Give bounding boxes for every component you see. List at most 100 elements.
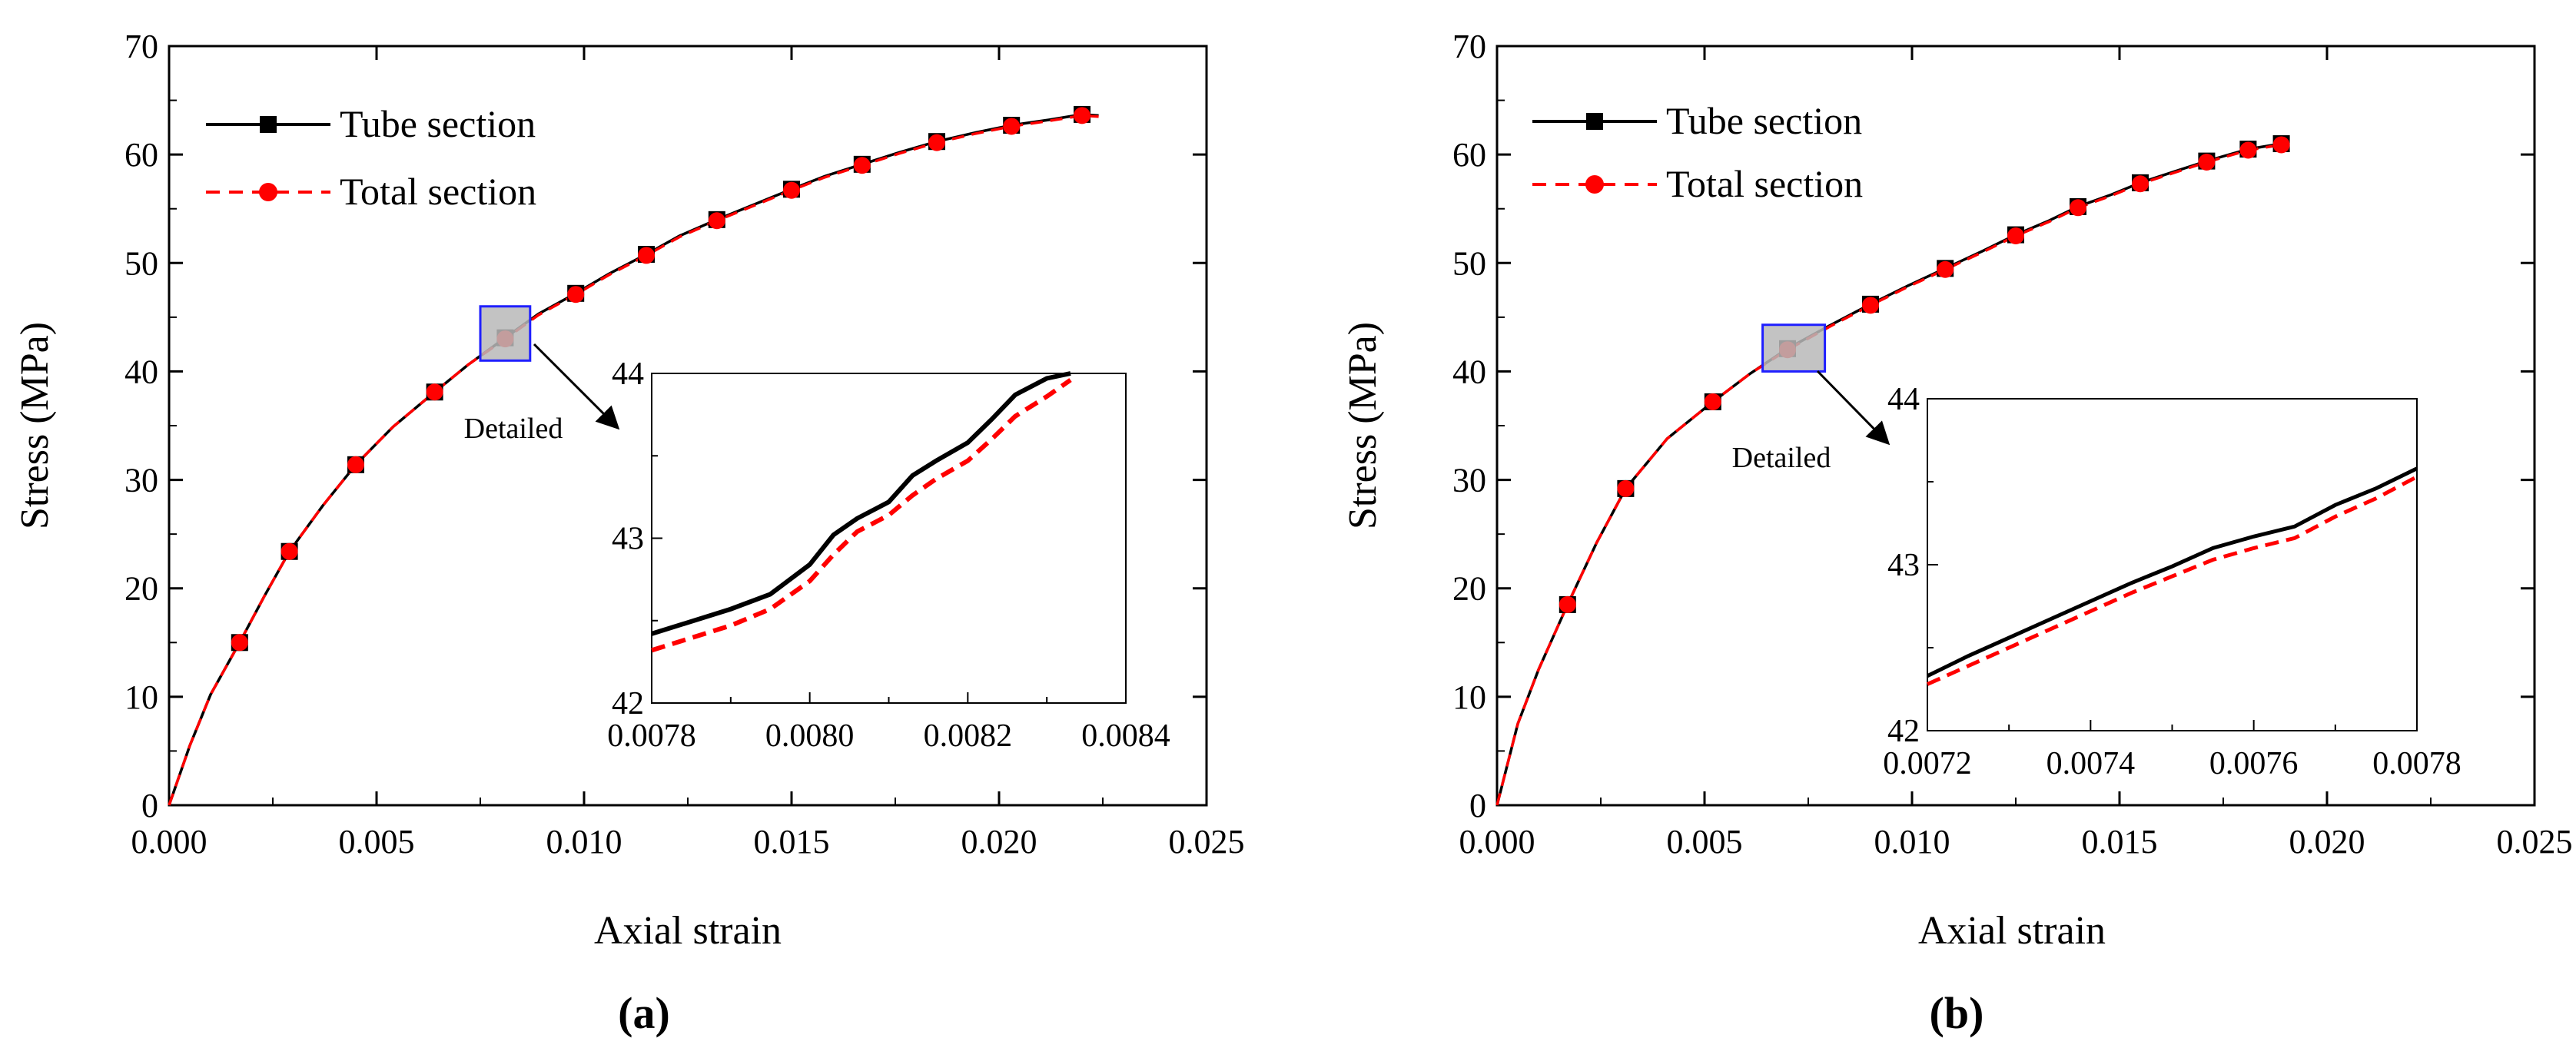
panel-b-x-tick-label-0: 0.000 [1459, 823, 1535, 861]
panel-b-x-tick-labels: 0.000 0.005 0.010 0.015 0.020 0.025 [1459, 823, 2573, 861]
panel-a-inset-x-tick-label-3: 0.0084 [1081, 718, 1170, 754]
panel-b-legend: Tube section Total section [1532, 99, 1863, 205]
panel-b-legend-tube-label: Tube section [1666, 99, 1862, 142]
panel-b-series-tube-section-line [1495, 142, 2282, 806]
panel-a-x-tick-label-1: 0.005 [339, 823, 415, 861]
panel-b-y-tick-label-0: 0 [1469, 787, 1486, 824]
panel-a-total-marker-7 [708, 212, 725, 230]
panel-b-inset-x-tick-label-1: 0.0074 [2047, 746, 2136, 781]
panel-a-x-tick-label-5: 0.025 [1169, 823, 1245, 861]
panel-a-y-ticks [169, 45, 1207, 807]
panel-b-y-tick-label-3: 30 [1452, 462, 1486, 499]
panel-b-y-tick-label-5: 50 [1452, 244, 1486, 282]
panel-a-legend-total-label: Total section [340, 170, 536, 213]
panel-a-total-marker-2 [347, 456, 364, 473]
panel-a-y-tick-label-2: 20 [124, 570, 158, 608]
panel-b-y-axis-label: Stress (MPa) [1341, 322, 1385, 529]
panel-a-total-marker-5 [567, 286, 585, 303]
panel-a-inset-x-tick-label-2: 0.0082 [924, 718, 1013, 754]
panel-a-x-axis-label: Axial strain [594, 909, 782, 953]
panel-a-legend-tube-marker [260, 116, 277, 133]
panel-a-y-tick-label-7: 70 [124, 28, 158, 65]
panel-b-detail-arrow [1816, 370, 1891, 446]
panel-b-inset-tube-section-line [1926, 466, 2418, 678]
panel-a-y-tick-labels: 0 10 20 30 40 50 60 70 [124, 28, 158, 824]
panel-a-detail-label: Detailed [464, 413, 563, 445]
panel-a-inset-y-tick-label-1: 43 [612, 522, 644, 557]
panel-b-inset-y-tick-label-2: 44 [1887, 382, 1920, 417]
panel-a-total-marker-11 [1003, 118, 1021, 135]
panel-a-total-marker-3 [426, 383, 443, 401]
panel-a-y-tick-label-3: 30 [124, 462, 158, 499]
panel-a-inset-y-ticks [652, 373, 662, 704]
panel-a-label: (a) [618, 988, 670, 1038]
panel-a-legend: Tube section Total section [206, 102, 536, 213]
panel-b-inset-x-ticks [1927, 720, 2418, 731]
panel-b-inset: 0.0072 0.0074 0.0076 0.0078 42 43 44 [1883, 382, 2461, 781]
panel-b-total-marker-6 [2007, 227, 2024, 244]
panel-a-y-tick-label-6: 60 [124, 136, 158, 174]
panel-b-total-marker-4 [1862, 297, 1879, 314]
panel-b-inset-y-ticks [1927, 398, 1938, 731]
panel-a-total-marker-12 [1074, 107, 1090, 124]
panel-b-total-marker-11 [2272, 136, 2290, 154]
panel-b: 0.000 0.005 0.010 0.015 0.020 0.025 0 10… [1341, 28, 2573, 1038]
panel-b-label: (b) [1930, 988, 1984, 1038]
panel-b-total-marker-5 [1937, 260, 1954, 278]
panel-a-inset-y-tick-label-0: 42 [612, 686, 644, 721]
panel-a-y-axis-label: Stress (MPa) [13, 322, 57, 529]
panel-b-series-tube-section-markers [1559, 135, 2290, 613]
panel-a-legend-total-marker [259, 183, 277, 201]
panel-a-total-marker-6 [638, 247, 655, 264]
panel-b-legend-tube-marker [1586, 113, 1603, 130]
panel-a-total-marker-1 [281, 542, 298, 560]
panel-b-x-axis-label: Axial strain [1918, 909, 2106, 953]
panel-b-y-ticks [1497, 45, 2535, 807]
panel-b-x-tick-label-5: 0.025 [2497, 823, 2573, 861]
panel-a-plot-frame [168, 45, 1208, 807]
panel-b-detail-box [1761, 323, 1827, 373]
panel-a-y-tick-label-4: 40 [124, 353, 158, 390]
panel-a-legend-tube-label: Tube section [340, 102, 536, 145]
panel-a-total-marker-10 [928, 134, 945, 151]
panel-a-x-tick-label-0: 0.000 [131, 823, 207, 861]
panel-b-total-marker-1 [1617, 479, 1635, 497]
panel-a-inset-tube-section-line [651, 371, 1071, 636]
panel-b-total-marker-9 [2198, 154, 2216, 171]
panel-b-inset-y-tick-label-1: 43 [1887, 548, 1920, 583]
panel-a-x-tick-labels: 0.000 0.005 0.010 0.015 0.020 0.025 [131, 823, 1245, 861]
panel-b-inset-x-tick-label-3: 0.0078 [2372, 746, 2461, 781]
panel-b-inset-x-tick-label-0: 0.0072 [1883, 746, 1972, 781]
panel-a-series-total-section-line [168, 114, 1099, 806]
panel-a-y-tick-label-1: 10 [124, 678, 158, 716]
panel-b-y-tick-label-6: 60 [1452, 136, 1486, 174]
panel-b-legend-total-label: Total section [1666, 162, 1863, 205]
panel-a-total-marker-0 [231, 634, 248, 652]
panel-b-inset-y-tick-label-0: 42 [1887, 714, 1920, 749]
panel-b-total-marker-0 [1559, 595, 1576, 613]
panel-b-y-tick-label-2: 20 [1452, 570, 1486, 608]
panel-b-y-tick-label-1: 10 [1452, 678, 1486, 716]
panel-a-inset-x-tick-label-0: 0.0078 [607, 718, 696, 754]
panel-b-x-ticks [1495, 46, 2536, 805]
panel-a-inset-total-section-line [651, 378, 1072, 653]
panel-a-detail-box [479, 305, 532, 362]
panel-a-x-tick-label-2: 0.010 [546, 823, 622, 861]
panel-b-total-marker-2 [1704, 393, 1721, 410]
panel-b-inset-total-section-line [1926, 475, 2418, 686]
panel-a: 0.000 0.005 0.010 0.015 0.020 0.025 0 10… [13, 28, 1245, 1038]
panel-b-detail-label: Detailed [1732, 442, 1831, 474]
panel-a-x-tick-label-3: 0.015 [754, 823, 830, 861]
panel-a-x-tick-label-4: 0.020 [961, 823, 1037, 861]
panel-b-total-marker-10 [2239, 141, 2257, 159]
panel-b-x-tick-label-1: 0.005 [1667, 823, 1743, 861]
panel-a-inset-x-ticks [651, 692, 1127, 703]
panel-b-series-total-section-line [1495, 143, 2282, 806]
panel-b-inset-x-tick-label-2: 0.0076 [2209, 746, 2299, 781]
panel-b-y-tick-label-4: 40 [1452, 353, 1486, 390]
panel-b-series-total-section-markers [1559, 136, 2290, 613]
panel-b-plot-frame [1495, 45, 2536, 807]
panel-a-inset-frame [651, 373, 1127, 704]
panel-b-total-marker-8 [2132, 175, 2149, 193]
panel-b-y-tick-label-7: 70 [1452, 28, 1486, 65]
